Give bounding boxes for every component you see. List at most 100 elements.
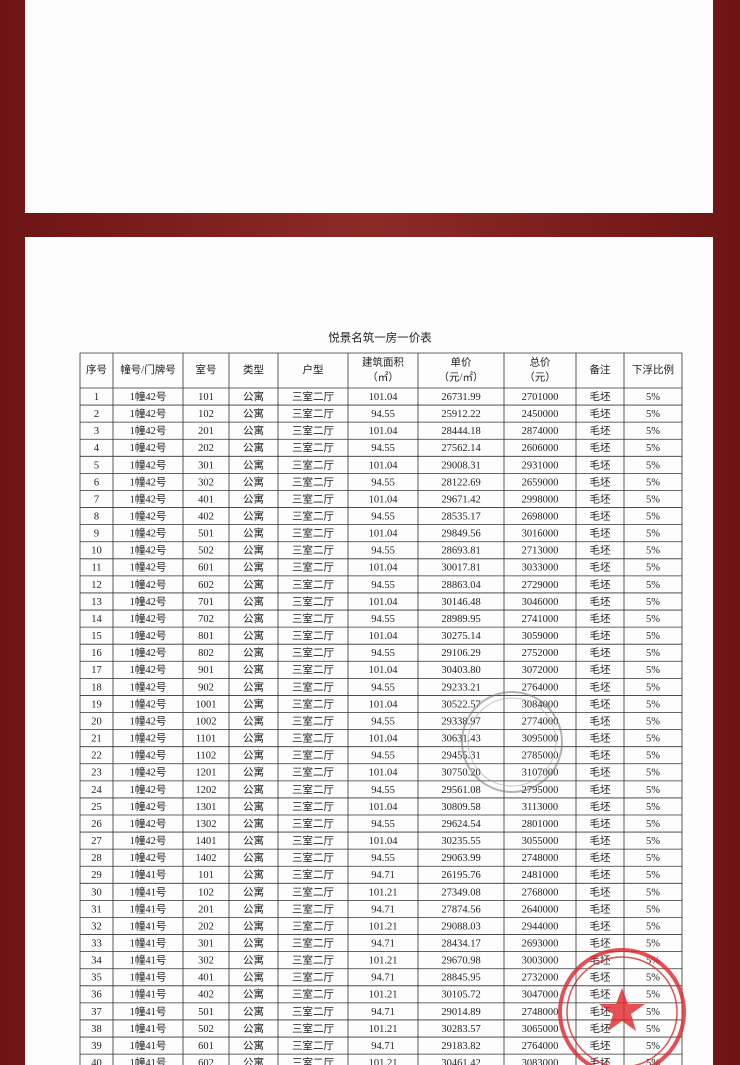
table-cell: 7 [94, 494, 99, 505]
table-cell: 23 [91, 768, 102, 779]
table-cell: 1402 [196, 853, 217, 864]
table-cell: 94.55 [371, 512, 395, 523]
header-cell: 备注 [590, 363, 611, 376]
table-cell: 毛坯 [590, 750, 611, 762]
table-cell: 3065000 [522, 1024, 559, 1035]
table-cell: 三室二厅 [292, 510, 334, 523]
table-cell: 5 [94, 460, 99, 471]
table-cell: 5% [646, 460, 660, 471]
table-cell: 501 [198, 529, 214, 540]
table-cell: 三室二厅 [292, 441, 334, 454]
table-cell: 5% [646, 785, 660, 796]
table-cell: 2748000 [522, 853, 559, 864]
header-cell: 序号 [86, 363, 107, 376]
table-cell: 毛坯 [590, 664, 611, 676]
table-cell: 3113000 [522, 802, 558, 813]
table-cell: 29455.31 [441, 751, 480, 762]
table-cell: 29008.31 [441, 460, 480, 471]
table-cell: 3107000 [522, 768, 559, 779]
table-cell: 101.04 [369, 699, 399, 710]
table-cell: 16 [91, 648, 102, 659]
table-cell: 1102 [196, 751, 217, 762]
table-cell: 1幢41号 [130, 954, 167, 967]
table-cell: 1 [94, 392, 99, 403]
table-cell: 2481000 [522, 870, 559, 881]
table-cell: 701 [198, 597, 214, 608]
table-cell: 5% [646, 734, 660, 745]
table-cell: 毛坯 [590, 391, 611, 403]
table-cell: 5% [646, 597, 660, 608]
table-cell: 公寓 [243, 800, 264, 813]
table-cell: 94.55 [371, 477, 395, 488]
table-cell: 公寓 [243, 390, 264, 403]
table-cell: 28693.81 [441, 546, 480, 557]
table-cell: 5% [646, 1007, 660, 1018]
table-cell: 公寓 [243, 732, 264, 745]
table-cell: 40 [91, 1058, 102, 1065]
table-cell: 2729000 [522, 580, 559, 591]
table-cell: 38 [91, 1024, 102, 1035]
table-cell: 101.04 [369, 768, 399, 779]
table-cell: 20 [91, 716, 102, 727]
table-cell: 公寓 [243, 749, 264, 762]
table-cell: 94.55 [371, 716, 395, 727]
table-cell: 94.71 [371, 870, 395, 881]
table-cell: 802 [198, 648, 214, 659]
table-cell: 毛坯 [590, 972, 611, 984]
table-cell: 毛坯 [590, 989, 611, 1001]
table-cell: 29106.29 [441, 648, 480, 659]
table-cell: 30403.80 [441, 665, 480, 676]
table-cell: 36 [91, 990, 102, 1001]
table-cell: 3016000 [522, 529, 559, 540]
table-cell: 三室二厅 [292, 390, 334, 403]
table-cell: 5% [646, 631, 660, 642]
table-cell: 1幢42号 [130, 663, 167, 676]
table-cell: 三室二厅 [292, 954, 334, 967]
table-cell: 1幢42号 [130, 458, 167, 471]
header-cell: 下浮比例 [632, 363, 674, 376]
table-cell: 公寓 [243, 1005, 264, 1018]
table-cell: 12 [91, 580, 102, 591]
table-cell: 1幢42号 [130, 680, 167, 693]
table-cell: 毛坯 [590, 835, 611, 847]
table-cell: 29183.82 [441, 1041, 480, 1052]
table-cell: 101.04 [369, 494, 399, 505]
table-cell: 三室二厅 [292, 458, 334, 471]
table-cell: 101.21 [369, 1058, 398, 1065]
table-cell: 毛坯 [590, 733, 611, 745]
table-cell: 101.04 [369, 529, 399, 540]
table-cell: 毛坯 [590, 852, 611, 864]
table-cell: 5% [646, 870, 660, 881]
table-cell: 毛坯 [590, 715, 611, 727]
table-cell: 1幢42号 [130, 510, 167, 523]
stamp [461, 691, 563, 793]
table-cell: 公寓 [243, 663, 264, 676]
table-title: 悦景名筑一房一价表 [328, 331, 432, 345]
table-cell: 1201 [196, 768, 217, 779]
table-cell: 28122.69 [441, 477, 480, 488]
table-cell: 1幢42号 [130, 851, 167, 864]
table-cell: 毛坯 [590, 511, 611, 523]
table-cell: 22 [91, 751, 102, 762]
table-cell: 14 [91, 614, 102, 625]
table-cell: 3095000 [522, 734, 559, 745]
header-cell: 室号 [196, 363, 217, 376]
table-cell: 1幢42号 [130, 800, 167, 813]
table-cell: 1幢41号 [130, 1022, 167, 1035]
table-cell: 公寓 [243, 629, 264, 642]
table-cell: 毛坯 [590, 767, 611, 779]
table-cell: 公寓 [243, 1022, 264, 1035]
table-cell: 三室二厅 [292, 527, 334, 540]
table-cell: 三室二厅 [292, 612, 334, 625]
table-cell: 1幢41号 [130, 919, 167, 932]
table-cell: 2606000 [522, 443, 559, 454]
table-cell: 1幢41号 [130, 885, 167, 898]
table-cell: 5% [646, 887, 660, 898]
table-cell: 94.71 [371, 904, 395, 915]
table-cell: 三室二厅 [292, 783, 334, 796]
table-cell: 1401 [196, 836, 217, 847]
table-cell: 2998000 [522, 494, 559, 505]
table-cell: 三室二厅 [292, 868, 334, 881]
table-cell: 1幢41号 [130, 902, 167, 915]
table-cell: 公寓 [243, 817, 264, 830]
